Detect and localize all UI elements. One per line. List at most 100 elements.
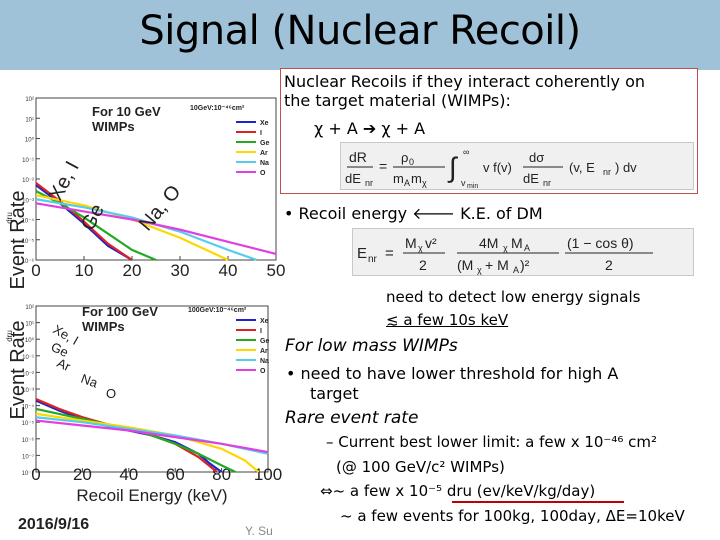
svg-text:χ: χ — [422, 178, 427, 188]
chart-100gev-xtick-label: 40 — [119, 465, 138, 484]
chart-10gev-xtick-label: 20 — [123, 261, 142, 280]
chart-100gev-xlabel: Recoil Energy (keV) — [76, 486, 227, 505]
events-line: ~ a few events for 100kg, 100day, ΔE=10k… — [340, 507, 685, 525]
svg-text:0: 0 — [409, 157, 414, 167]
svg-text:A: A — [404, 178, 410, 188]
chart-100gev-ytick-label: 10⁻⁷ — [22, 453, 34, 460]
chart-10gev-title-line2: WIMPs — [92, 119, 135, 134]
chart-10gev-legend-label: Ar — [260, 150, 268, 157]
chart-10gev-ytick-label: 10⁻² — [22, 178, 34, 184]
chart-10gev-ytick-label: 10⁻³ — [22, 198, 34, 204]
footer-date: 2016/9/16 — [18, 516, 90, 533]
svg-text:)²: )² — [520, 257, 530, 273]
chart-100gev-title-line1: For 100 GeV — [82, 304, 158, 319]
svg-text:v f(v): v f(v) — [483, 160, 512, 175]
chart-10gev-series-ge — [35, 190, 157, 262]
svg-text:χ: χ — [477, 265, 482, 275]
chart-10gev-ytick-label: 10⁻¹ — [22, 158, 34, 164]
slide-title: Signal (Nuclear Recoil) — [139, 8, 581, 54]
svg-text:∫: ∫ — [447, 152, 459, 183]
chart-100gev-plot: 10² 10¹ 10⁰ 10⁻¹ 10⁻² 10⁻³ 10⁻⁴ 10⁻⁵ 10⁻⁶ 10⁻⁷ 10⁻… — [22, 304, 283, 505]
box-line-2: the target material (WIMPs): — [284, 91, 511, 110]
svg-text:χ: χ — [418, 243, 423, 253]
chart-100gev-ytick-label: 10¹ — [25, 322, 34, 328]
chart-100gev-xtick-label: 60 — [166, 465, 185, 484]
chart-10gev-legend-label: I — [260, 130, 262, 137]
chart-100gev-ytick-label: 10⁻⁵ — [22, 420, 35, 427]
svg-text:dR: dR — [349, 149, 367, 165]
chart-10gev-xtick-label: 10 — [75, 261, 94, 280]
svg-text:=: = — [379, 158, 387, 174]
need-low-energy-line-1: need to detect low energy signals — [386, 288, 641, 306]
chart-10gev-ytick-label: 10⁻⁴ — [22, 218, 35, 225]
reaction-equation: χ + A ➔ χ + A — [314, 119, 426, 138]
chart-100gev-xtick-label: 100 — [254, 465, 282, 484]
svg-text:nr: nr — [603, 167, 611, 177]
need-low-energy-line-2: ≲ a few 10s keV — [386, 311, 509, 329]
chart-100gev-frame: Event Rate dru — [5, 321, 29, 420]
chart-100gev: Event Rate dru 10² 10¹ 10⁰ 10⁻¹ 10⁻² 10⁻³ 10⁻⁴… — [5, 304, 283, 505]
chart-100gev-xtick-label: 20 — [73, 465, 92, 484]
svg-text:nr: nr — [365, 178, 373, 188]
chart-10gev-ytick-label: 10¹ — [25, 117, 34, 123]
chart-10gev-xtick-label: 0 — [31, 261, 40, 280]
current-limit-line: – Current best lower limit: a few x 10⁻⁴… — [326, 433, 658, 451]
chart-10gev-title-line1: For 10 GeV — [92, 104, 161, 119]
svg-text:M: M — [511, 235, 523, 251]
at-100gev-line: (@ 100 GeV/c² WIMPs) — [336, 458, 505, 476]
chart-100gev-xtick-label: 0 — [31, 465, 40, 484]
chart-100gev-legend-label: Xe — [260, 318, 269, 325]
chart-100gev-title: For 100 GeV WIMPs — [82, 304, 158, 334]
chart-100gev-legend-label: Ge — [260, 338, 269, 345]
chart-100gev-ytick-label: 10⁻¹ — [22, 355, 34, 361]
svg-text:A: A — [524, 243, 530, 253]
bullet-lower-threshold-1: • need to have lower threshold for high … — [286, 364, 619, 383]
svg-text:A: A — [513, 265, 519, 275]
chart-10gev-legend-label: Xe — [260, 120, 269, 127]
svg-text:ρ: ρ — [401, 150, 408, 165]
chart-100gev-ytick-label: 10⁰ — [25, 337, 35, 344]
svg-text:) dv: ) dv — [615, 160, 637, 175]
chart-10gev-legend-label: Na — [260, 160, 269, 167]
svg-text:4M: 4M — [479, 235, 498, 251]
chart-10gev-title: For 10 GeV WIMPs — [92, 104, 161, 134]
chart-100gev-annotation: Na — [79, 371, 100, 391]
dru-line: ⇔~ a few x 10⁻⁵ dru (ev/keV/kg/day) — [320, 482, 596, 500]
svg-text:E: E — [357, 245, 367, 262]
svg-text:(M: (M — [457, 257, 473, 273]
chart-100gev-legend-label: Na — [260, 358, 269, 365]
svg-text:nr: nr — [543, 178, 551, 188]
chart-100gev-ytick-label: 10⁻⁸ — [22, 470, 35, 477]
svg-text:2: 2 — [419, 257, 427, 273]
title-bar — [0, 0, 720, 70]
chart-10gev-series-xe — [35, 184, 133, 261]
chart-10gev-ytick-label: 10⁻⁶ — [22, 258, 35, 265]
chart-100gev-annotation: Ge — [49, 339, 71, 360]
chart-10gev-yunit: dru — [5, 212, 14, 224]
chart-10gev-plot: 10² 10¹ 10⁰ 10⁻¹ 10⁻² 10⁻³ 10⁻⁴ 10⁻⁵ 10⁻⁶0 10 20 30… — [22, 97, 285, 280]
chart-10gev-ytick-label: 10² — [25, 97, 34, 103]
svg-text:m: m — [411, 171, 422, 186]
bullet-recoil-energy: • Recoil energy 🡐 K.E. of DM — [284, 204, 543, 223]
chart-100gev-ytick-label: 10⁻² — [22, 371, 34, 377]
chart-100gev-ytick-label: 10² — [25, 305, 34, 311]
svg-text:dE: dE — [523, 171, 539, 186]
chart-10gev-subtitle: 10GeV:10⁻⁴⁶cm² — [190, 105, 245, 112]
svg-text:=: = — [385, 245, 394, 262]
chart-100gev-yunit: dru — [5, 330, 14, 342]
chart-10gev-xtick-label: 40 — [219, 261, 238, 280]
chart-100gev-subtitle: 100GeV:10⁻⁴⁶cm² — [188, 307, 247, 314]
svg-text:∞: ∞ — [463, 147, 469, 157]
rare-event-rate-heading: Rare event rate — [285, 408, 419, 428]
box-line-1: Nuclear Recoils if they interact coheren… — [284, 72, 646, 91]
svg-text:dσ: dσ — [529, 150, 544, 165]
chart-100gev-legend-label: Ar — [260, 348, 268, 355]
chart-10gev-series-i — [35, 182, 133, 261]
chart-100gev-ytick-label: 10⁻⁴ — [22, 404, 35, 411]
chart-100gev-legend-label: O — [260, 368, 266, 375]
chart-10gev-frame: Event Rate dru — [5, 191, 29, 290]
